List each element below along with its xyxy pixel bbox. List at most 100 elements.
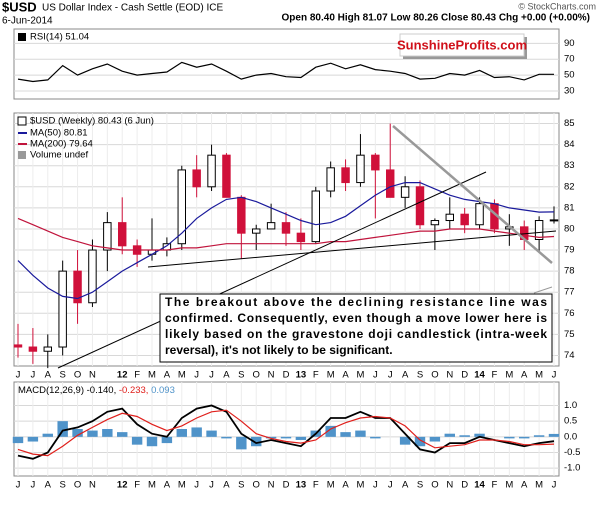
x-tick-label: N <box>268 370 275 381</box>
histogram-bar <box>504 436 515 439</box>
legend-part: -0.233, <box>119 385 149 396</box>
x-tick-label: M <box>178 370 186 381</box>
x-tick-label: 13 <box>296 370 307 381</box>
candle-body <box>28 346 38 352</box>
x-tick-label: M <box>356 480 364 491</box>
x-tick-label: O <box>431 370 438 381</box>
x-tick-label: S <box>417 480 423 491</box>
histogram-bar <box>117 432 128 437</box>
histogram-bar <box>102 429 113 437</box>
rsi-panel <box>13 28 560 100</box>
y-tick-label: -1.0 <box>564 463 580 474</box>
annotation-line: confirmed. Consequently, even though a m… <box>165 311 547 325</box>
histogram-bar <box>27 436 39 442</box>
x-tick-label: J <box>31 480 36 491</box>
histogram-bar <box>340 432 351 437</box>
histogram-bar <box>280 436 292 439</box>
x-tick-label: M <box>505 480 513 491</box>
histogram-bar <box>42 433 53 437</box>
y-tick-label: 80 <box>564 223 575 234</box>
support-line <box>147 230 557 268</box>
x-tick-label: J <box>16 480 21 491</box>
x-tick-label: J <box>373 480 378 491</box>
histogram-bar <box>12 436 24 444</box>
candle-body <box>371 154 380 171</box>
legend-label: MA(50) 80.81 <box>30 128 88 139</box>
histogram-bar <box>295 436 307 440</box>
histogram-bar <box>161 436 173 444</box>
x-tick-label: A <box>402 370 409 381</box>
x-tick-label: J <box>209 370 214 381</box>
logo-box <box>399 33 525 57</box>
candle-body <box>88 249 97 304</box>
instrument-name: US Dollar Index - Cash Settle (EOD) ICE <box>42 3 223 14</box>
x-tick-label: S <box>59 480 65 491</box>
candle-body <box>386 169 395 198</box>
histogram-bar <box>459 435 470 437</box>
candle-body <box>252 228 261 234</box>
x-tick-label: F <box>134 370 140 381</box>
trend-lines <box>57 125 557 369</box>
x-tick-label: O <box>431 480 438 491</box>
x-tick-label: D <box>283 370 290 381</box>
x-tick-label: M <box>178 480 186 491</box>
histogram-bar <box>146 436 158 447</box>
x-tick-label: J <box>16 370 21 381</box>
legend-part: MACD(12,26,9) <box>18 385 84 396</box>
legend-part: 0.093 <box>151 385 175 396</box>
candle-body <box>237 196 246 234</box>
x-tick-label: N <box>268 480 275 491</box>
histogram-bar <box>370 436 381 439</box>
candle-body <box>326 167 335 192</box>
x-tick-label: N <box>89 370 96 381</box>
candle-body <box>475 203 484 226</box>
x-tick-label: A <box>45 370 52 381</box>
y-tick-label: 90 <box>564 38 575 49</box>
legend-label: RSI(14) 51.04 <box>30 32 89 43</box>
annotation-line: likely based on the gravestone doji cand… <box>165 327 547 341</box>
x-tick-label: M <box>327 370 335 381</box>
symbol: $USD <box>2 0 37 14</box>
x-tick-label: A <box>164 480 171 491</box>
candle-body <box>73 270 82 304</box>
x-tick-label: S <box>417 370 423 381</box>
x-tick-label: A <box>223 370 230 381</box>
x-tick-label: A <box>223 480 230 491</box>
candle-body <box>118 222 127 247</box>
x-tick-label: D <box>461 370 468 381</box>
x-tick-label: 13 <box>296 480 307 491</box>
legend-label: MA(200) 79.64 <box>30 139 93 150</box>
candle-body <box>356 154 365 184</box>
x-tick-label: O <box>253 480 260 491</box>
candle-body <box>43 346 53 352</box>
resistance-line <box>392 125 553 264</box>
y-tick-label: 76 <box>564 308 575 319</box>
legend-part: -0.140, <box>87 385 117 396</box>
x-tick-label: 12 <box>117 370 128 381</box>
y-tick-label: 1.0 <box>564 400 577 411</box>
y-tick-label: 83 <box>564 160 575 171</box>
candle-body <box>281 222 291 234</box>
x-tick-label: J <box>194 480 199 491</box>
candle-body <box>534 220 544 240</box>
candle-body <box>341 167 350 184</box>
y-tick-label: 79 <box>564 245 575 256</box>
x-tick-label: D <box>461 480 468 491</box>
histogram-bar <box>265 436 277 439</box>
histogram-bar <box>191 427 202 437</box>
candle-body <box>13 344 23 348</box>
x-tick-label: O <box>74 480 81 491</box>
legend-label: Volume undef <box>30 150 88 161</box>
logo: SunshineProfits.com <box>397 33 527 59</box>
candle-body <box>415 186 425 226</box>
pointer <box>533 286 553 294</box>
x-tick-label: A <box>521 480 528 491</box>
y-tick-label: 0.5 <box>564 416 577 427</box>
x-tick-label: M <box>356 370 364 381</box>
legend-swatch <box>17 116 27 126</box>
x-tick-label: A <box>45 480 52 491</box>
candle-body <box>549 219 559 222</box>
y-tick-label: 85 <box>564 118 575 129</box>
y-tick-label: 78 <box>564 266 575 277</box>
histogram-bar <box>474 433 485 437</box>
